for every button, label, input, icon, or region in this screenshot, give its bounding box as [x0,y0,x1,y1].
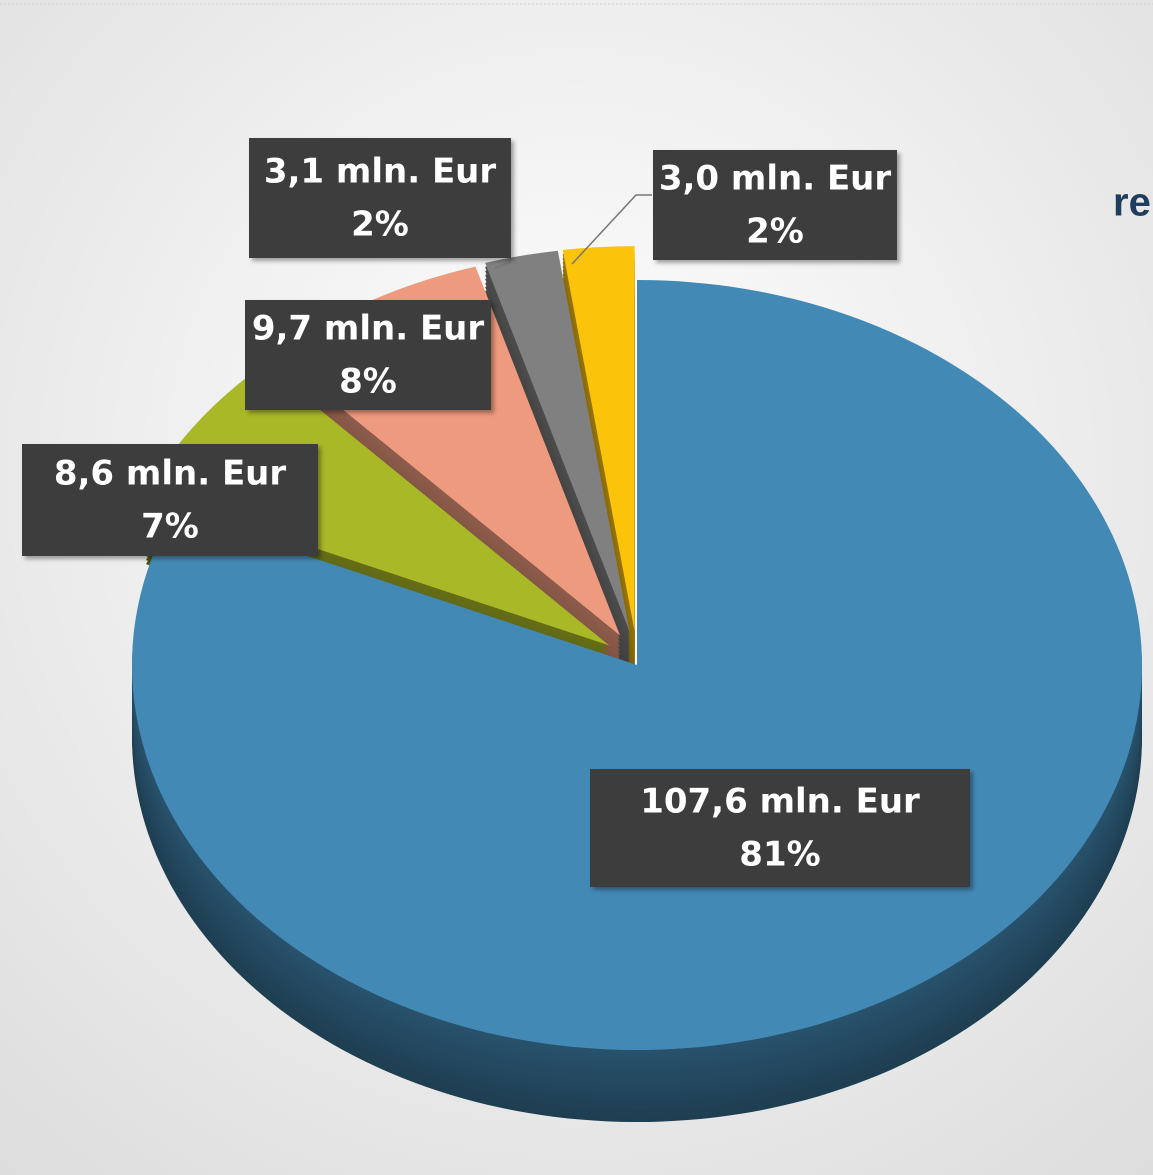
chart-title: re [1113,181,1151,225]
leader-line [571,194,652,265]
slice [485,250,630,632]
slice [145,364,610,646]
slice [562,246,635,632]
label-box [22,444,318,556]
label-box [590,769,970,887]
value-label: 107,6 mln. Eur [640,782,920,822]
labels: 107,6 mln. Eur 81% 8,6 mln. Eur 7% 9,7 mln. … [22,138,970,887]
value-label: 8,6 mln. Eur [54,454,287,494]
label-box [653,150,897,260]
percent-label: 7% [141,507,199,547]
percent-label: 8% [339,362,397,402]
value-label: 9,7 mln. Eur [252,309,485,349]
percent-label: 2% [746,212,804,252]
percent-label: 2% [351,205,409,245]
label-box [245,300,491,410]
percent-label: 81% [739,835,820,875]
label-box [249,138,511,258]
value-label: 3,0 mln. Eur [659,159,892,199]
value-label: 3,1 mln. Eur [264,152,497,192]
